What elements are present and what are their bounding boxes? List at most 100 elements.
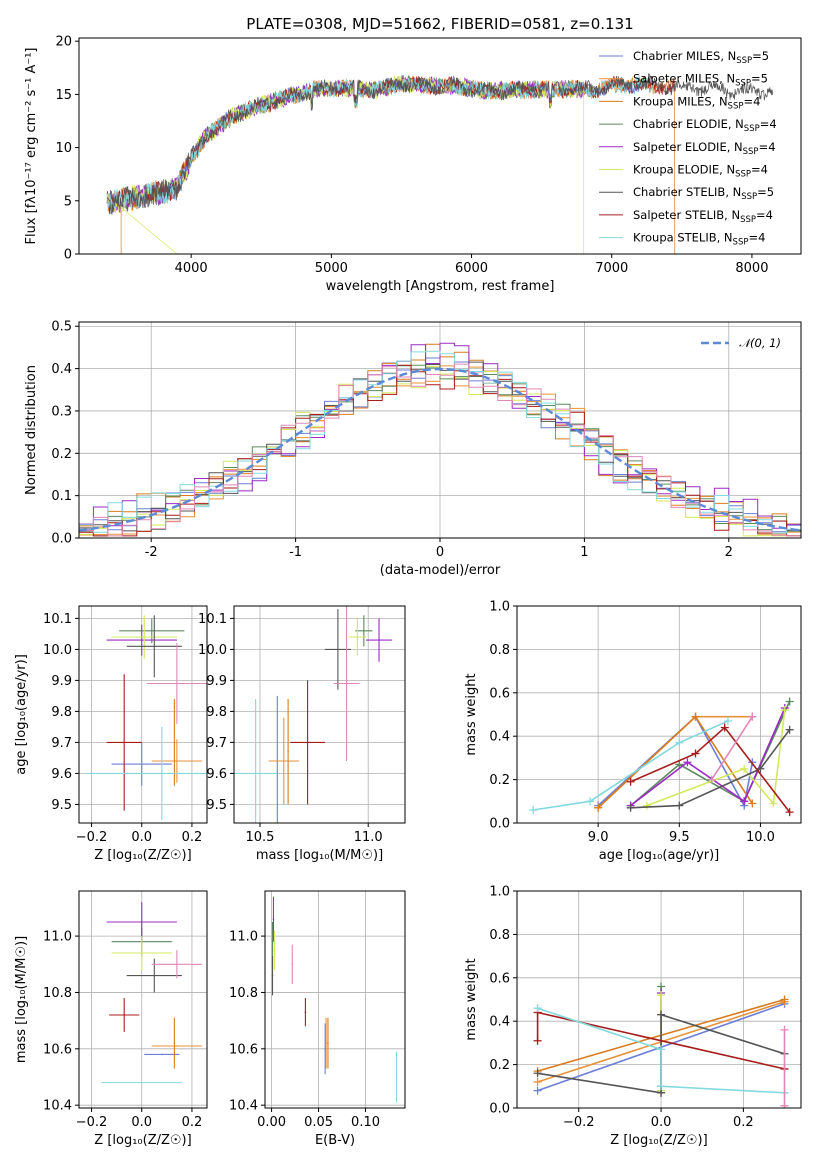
legend-entry: 𝒩(0, 1) <box>739 336 781 350</box>
y-axis-label: mass weight <box>464 673 479 755</box>
data-point <box>363 630 365 632</box>
plot-area <box>79 342 801 538</box>
weight-marker <box>780 706 789 715</box>
y-tick-label: 0.4 <box>489 1015 510 1030</box>
x-tick-label: 6000 <box>455 261 488 276</box>
data-point <box>161 772 163 775</box>
weight-marker <box>626 803 635 812</box>
y-tick-label: 0.3 <box>51 404 72 419</box>
x-axis-label: Z [log₁₀(Z/Z☉)] <box>610 1133 707 1148</box>
y-tick-label: 9.9 <box>51 674 72 689</box>
axes-frame <box>78 37 802 255</box>
x-tick-label: −0.2 <box>563 1115 595 1130</box>
y-tick-label: 0.5 <box>51 320 72 335</box>
weight-line <box>537 1007 785 1094</box>
y-tick-label: 15 <box>55 88 72 103</box>
x-tick-label: 1 <box>580 545 588 560</box>
weight-line <box>646 710 786 807</box>
y-tick-label: 10.1 <box>43 612 72 627</box>
x-axis-label: Z [log₁₀(Z/Z☉)] <box>94 848 191 863</box>
panel-mass_vs_ebv: 0.00 0.05 0.10 10.4 10.6 10.8 11.0 E(B-V) <box>229 890 406 1148</box>
weight-marker <box>740 764 749 773</box>
weight-marker <box>785 808 794 817</box>
plot-area <box>271 896 398 1103</box>
weight-marker <box>740 797 749 806</box>
weight-marker <box>642 801 651 810</box>
axes-frame <box>233 605 406 824</box>
data-point <box>306 741 309 744</box>
y-tick-label: 10.0 <box>198 643 227 658</box>
axes-frame <box>264 890 406 1109</box>
plot-area <box>101 902 202 1084</box>
x-axis-label: mass [log₁₀(M/M☉)] <box>256 848 383 863</box>
data-point <box>140 1081 143 1084</box>
panel-spectrum: Chabrier MILES, NSSP=5 Salpeter MILES, NS… <box>24 35 802 294</box>
data-point <box>176 682 178 685</box>
y-tick-label: 5 <box>64 194 72 209</box>
weight-marker <box>529 805 538 814</box>
y-tick-label: 10.0 <box>43 643 72 658</box>
y-tick-label: 0.2 <box>489 1058 510 1073</box>
x-tick-label: −0.2 <box>76 1115 108 1130</box>
legend-entry: Salpeter MILES, NSSP=5 <box>633 72 768 89</box>
plot-area <box>234 606 393 823</box>
x-tick-label: -1 <box>289 545 302 560</box>
data-point <box>140 763 143 765</box>
legend-entry: Salpeter ELODIE, NSSP=4 <box>633 140 776 157</box>
weight-marker <box>657 1010 666 1019</box>
legend-entry: Chabrier MILES, NSSP=5 <box>633 49 769 66</box>
weight-marker <box>586 797 595 806</box>
data-point <box>304 1011 307 1013</box>
weight-marker <box>720 723 729 732</box>
y-tick-label: 10.1 <box>198 612 227 627</box>
weight-marker <box>769 799 778 808</box>
weight-marker <box>707 775 716 784</box>
weight-line <box>630 729 791 809</box>
data-point <box>325 1042 327 1044</box>
data-point <box>337 648 339 651</box>
y-tick-label: 0.4 <box>51 362 72 377</box>
legend-entry: Kroupa MILES, NSSP=4 <box>633 94 760 111</box>
data-point <box>123 741 125 744</box>
weight-line <box>630 707 786 807</box>
plot-area <box>529 697 794 817</box>
y-tick-label: 10 <box>55 141 72 156</box>
axes-frame <box>516 890 802 1109</box>
x-tick-label: 4000 <box>175 261 208 276</box>
data-point <box>272 918 275 920</box>
weight-marker <box>657 1045 666 1054</box>
data-point <box>173 741 176 744</box>
panel-mass_weight_vs_age: 9.0 9.5 10.0 0.0 0.2 0.4 0.6 0.8 1.0 age [log₁₀(a… <box>464 600 802 863</box>
weight-marker <box>780 1101 789 1108</box>
data-point <box>123 1014 125 1016</box>
data-point <box>356 636 359 638</box>
y-tick-label: 0.0 <box>489 817 510 832</box>
weight-marker <box>785 697 794 706</box>
x-tick-label: 0.2 <box>733 1115 754 1130</box>
y-tick-label: 0.6 <box>489 686 510 701</box>
data-point <box>395 1076 398 1078</box>
y-tick-label: 10.8 <box>43 986 72 1001</box>
y-tick-label: 9.5 <box>51 798 72 813</box>
weight-marker <box>594 803 603 812</box>
data-point <box>176 760 178 762</box>
plot-area <box>533 982 789 1108</box>
data-point <box>282 760 285 762</box>
spectrum-line <box>106 76 655 210</box>
weight-marker <box>780 1025 789 1034</box>
axes-frame <box>78 605 208 824</box>
x-tick-label: 5000 <box>315 261 348 276</box>
plot-area <box>86 615 207 820</box>
y-tick-label: 9.6 <box>206 767 227 782</box>
y-tick-label: 0.6 <box>489 971 510 986</box>
data-point <box>173 1042 176 1044</box>
y-tick-label: 0.0 <box>489 1102 510 1117</box>
x-tick-label: 0 <box>436 545 444 560</box>
y-tick-label: 20 <box>55 35 72 50</box>
weight-marker <box>533 1036 542 1045</box>
x-tick-label: 0.0 <box>131 1115 152 1130</box>
x-axis-label: Z [log₁₀(Z/Z☉)] <box>94 1133 191 1148</box>
x-tick-label: 8000 <box>735 261 768 276</box>
y-tick-label: 0.8 <box>489 928 510 943</box>
